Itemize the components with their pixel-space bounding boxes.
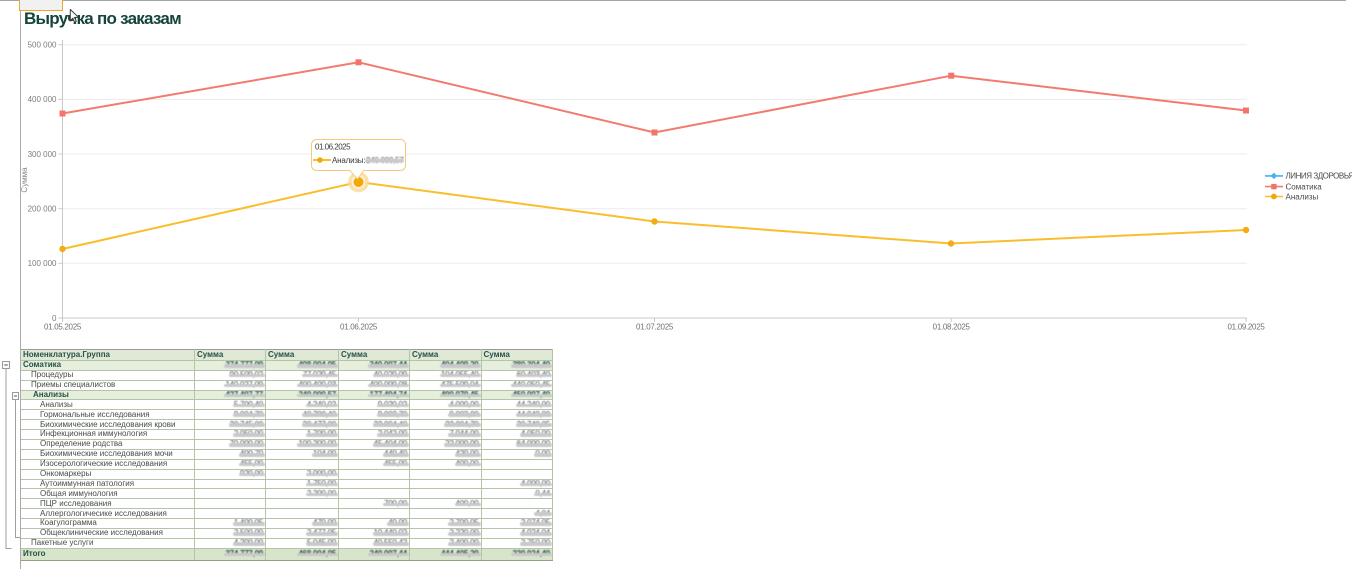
svg-text:100 000: 100 000 bbox=[28, 259, 57, 268]
svg-text:200 000: 200 000 bbox=[28, 205, 57, 214]
svg-text:Анализы:: Анализы: bbox=[332, 156, 365, 165]
svg-text:400 000: 400 000 bbox=[28, 95, 57, 104]
svg-text:01.08.2025: 01.08.2025 bbox=[933, 323, 971, 332]
svg-text:Анализы: Анализы bbox=[1286, 192, 1319, 201]
svg-text:01.06.2025: 01.06.2025 bbox=[315, 143, 351, 152]
svg-text:01.09.2025: 01.09.2025 bbox=[1227, 323, 1265, 332]
svg-text:500 000: 500 000 bbox=[28, 41, 57, 50]
svg-text:01.05.2025: 01.05.2025 bbox=[44, 323, 82, 332]
svg-text:300 000: 300 000 bbox=[28, 150, 57, 159]
svg-text:Сумма: Сумма bbox=[20, 167, 29, 193]
svg-text:01.06.2025: 01.06.2025 bbox=[340, 323, 378, 332]
svg-text:ЛИНИЯ ЗДОРОВЬЯ: ЛИНИЯ ЗДОРОВЬЯ bbox=[1286, 172, 1352, 181]
svg-text:01.07.2025: 01.07.2025 bbox=[636, 323, 674, 332]
svg-text:0: 0 bbox=[52, 314, 57, 323]
svg-text:Соматика: Соматика bbox=[1286, 182, 1323, 191]
